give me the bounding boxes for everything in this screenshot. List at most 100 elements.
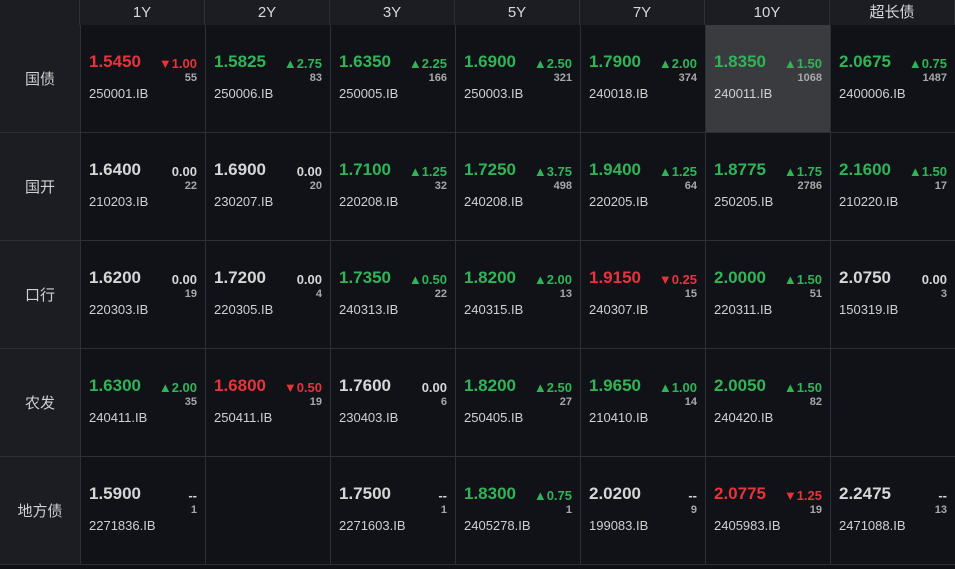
bond-code: 240315.IB <box>464 302 524 317</box>
change: ▼1.00 <box>158 56 197 71</box>
trade-count: 498 <box>553 180 572 192</box>
quote-cell[interactable]: 1.9150 ▼0.25 15 240307.IB <box>580 241 705 349</box>
trade-count: 32 <box>434 180 447 192</box>
quote-cell[interactable]: 1.6200 0.00 19 220303.IB <box>80 241 205 349</box>
quote-cell[interactable]: 2.0675 ▲0.75 1487 2400006.IB <box>830 25 955 133</box>
column-header[interactable]: 10Y <box>705 0 830 25</box>
quote-cell[interactable]: 1.8300 ▲0.75 1 2405278.IB <box>455 457 580 565</box>
trade-count: 14 <box>684 396 697 408</box>
bond-code: 220208.IB <box>339 194 399 209</box>
change: ▲2.00 <box>158 380 197 395</box>
quote-cell[interactable]: 2.0750 0.00 3 150319.IB <box>830 241 955 349</box>
quote-cell[interactable]: 2.0000 ▲1.50 51 220311.IB <box>705 241 830 349</box>
quote-cell[interactable]: 1.6800 ▼0.50 19 250411.IB <box>205 349 330 457</box>
quote-cell <box>205 457 330 565</box>
trade-count: 6 <box>440 396 447 408</box>
quote-cell[interactable]: 2.0200 -- 9 199083.IB <box>580 457 705 565</box>
bond-code: 2471088.IB <box>839 518 906 533</box>
change: ▲1.25 <box>658 164 697 179</box>
yield: 2.0775 <box>714 484 766 503</box>
bond-code: 250205.IB <box>714 194 774 209</box>
bond-code: 240018.IB <box>589 86 649 101</box>
quote-cell[interactable]: 2.1600 ▲1.50 17 210220.IB <box>830 133 955 241</box>
yield: 2.1600 <box>839 160 891 179</box>
bond-code: 250005.IB <box>339 86 399 101</box>
change: 0.00 <box>171 164 197 179</box>
yield: 1.7600 <box>339 376 391 395</box>
yield: 1.8200 <box>464 268 516 287</box>
quote-cell[interactable]: 1.6900 0.00 20 230207.IB <box>205 133 330 241</box>
row-label[interactable]: 农发 <box>0 349 80 457</box>
yield: 2.0000 <box>714 268 766 287</box>
bond-code: 240420.IB <box>714 410 774 425</box>
change: 0.00 <box>421 380 447 395</box>
yield: 1.6350 <box>339 52 391 71</box>
quote-cell[interactable]: 1.6400 0.00 22 210203.IB <box>80 133 205 241</box>
trade-count: 82 <box>809 396 822 408</box>
quote-cell[interactable]: 1.7250 ▲3.75 498 240208.IB <box>455 133 580 241</box>
quote-cell[interactable]: 1.9650 ▲1.00 14 210410.IB <box>580 349 705 457</box>
yield: 2.0050 <box>714 376 766 395</box>
change: ▲2.25 <box>408 56 447 71</box>
bond-code: 150319.IB <box>839 302 899 317</box>
row-label[interactable]: 地方债 <box>0 457 80 565</box>
row-label[interactable]: 国债 <box>0 25 80 133</box>
yield: 1.8200 <box>464 376 516 395</box>
quote-cell[interactable]: 1.7500 -- 1 2271603.IB <box>330 457 455 565</box>
change: ▲1.75 <box>783 164 822 179</box>
bond-code: 230207.IB <box>214 194 274 209</box>
change: 0.00 <box>921 272 947 287</box>
column-header[interactable]: 7Y <box>580 0 705 25</box>
quote-cell[interactable]: 1.6300 ▲2.00 35 240411.IB <box>80 349 205 457</box>
quote-cell[interactable]: 1.6350 ▲2.25 166 250005.IB <box>330 25 455 133</box>
quote-cell[interactable]: 1.8200 ▲2.00 13 240315.IB <box>455 241 580 349</box>
bond-code: 240411.IB <box>89 410 148 425</box>
column-header[interactable]: 5Y <box>455 0 580 25</box>
change: ▲2.00 <box>533 272 572 287</box>
row-label[interactable]: 国开 <box>0 133 80 241</box>
quote-cell[interactable]: 1.5900 -- 1 2271836.IB <box>80 457 205 565</box>
quote-cell[interactable]: 1.6900 ▲2.50 321 250003.IB <box>455 25 580 133</box>
quote-cell[interactable]: 1.7350 ▲0.50 22 240313.IB <box>330 241 455 349</box>
yield: 1.6900 <box>464 52 516 71</box>
bond-code: 220305.IB <box>214 302 274 317</box>
change: ▲1.50 <box>908 164 947 179</box>
quote-cell[interactable]: 1.7100 ▲1.25 32 220208.IB <box>330 133 455 241</box>
quote-cell[interactable]: 1.8775 ▲1.75 2786 250205.IB <box>705 133 830 241</box>
quote-cell[interactable]: 1.5825 ▲2.75 83 250006.IB <box>205 25 330 133</box>
quote-cell[interactable]: 1.8200 ▲2.50 27 250405.IB <box>455 349 580 457</box>
column-header[interactable]: 1Y <box>80 0 205 25</box>
trade-count: 22 <box>434 288 447 300</box>
quote-cell[interactable]: 1.7600 0.00 6 230403.IB <box>330 349 455 457</box>
quote-cell[interactable]: 1.8350 ▲1.50 1068 240011.IB <box>705 25 830 133</box>
bond-code: 210220.IB <box>839 194 899 209</box>
quote-cell[interactable]: 2.2475 -- 13 2471088.IB <box>830 457 955 565</box>
yield: 1.6300 <box>89 376 141 395</box>
bond-code: 240307.IB <box>589 302 649 317</box>
row-label[interactable]: 口行 <box>0 241 80 349</box>
quote-cell[interactable]: 2.0775 ▼1.25 19 2405983.IB <box>705 457 830 565</box>
trade-count: 15 <box>684 288 697 300</box>
quote-cell[interactable]: 2.0050 ▲1.50 82 240420.IB <box>705 349 830 457</box>
change: ▲3.75 <box>533 164 572 179</box>
yield: 2.0200 <box>589 484 641 503</box>
column-header[interactable]: 超长债 <box>830 0 955 25</box>
change: 0.00 <box>171 272 197 287</box>
yield: 1.6200 <box>89 268 141 287</box>
header-corner <box>0 0 80 25</box>
trade-count: 4 <box>315 288 322 300</box>
bond-code: 220311.IB <box>714 302 773 317</box>
column-header[interactable]: 2Y <box>205 0 330 25</box>
quote-cell[interactable]: 1.7900 ▲2.00 374 240018.IB <box>580 25 705 133</box>
quote-cell[interactable]: 1.5450 ▼1.00 55 250001.IB <box>80 25 205 133</box>
change: ▲1.25 <box>408 164 447 179</box>
yield: 1.8350 <box>714 52 766 71</box>
yield: 1.7250 <box>464 160 516 179</box>
quote-cell[interactable]: 1.9400 ▲1.25 64 220205.IB <box>580 133 705 241</box>
trade-count: 19 <box>184 288 197 300</box>
change: ▲0.50 <box>408 272 447 287</box>
change: ▲2.75 <box>283 56 322 71</box>
column-header[interactable]: 3Y <box>330 0 455 25</box>
quote-cell[interactable]: 1.7200 0.00 4 220305.IB <box>205 241 330 349</box>
